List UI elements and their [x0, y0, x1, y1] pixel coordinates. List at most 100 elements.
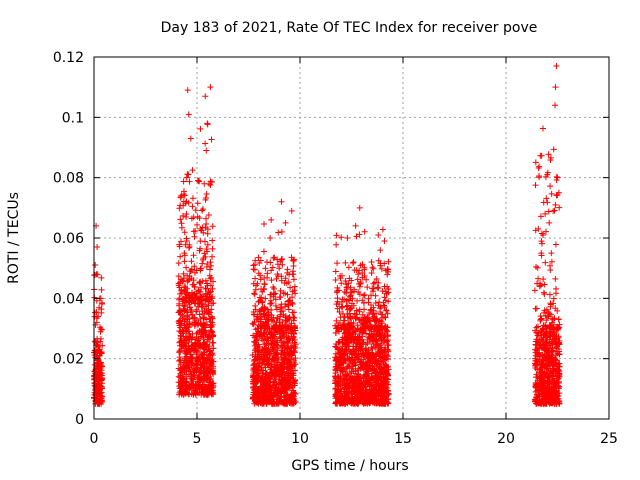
data-point — [188, 336, 195, 343]
data-point — [334, 260, 341, 267]
y-tick-label: 0.08 — [53, 171, 84, 187]
data-point — [185, 324, 192, 331]
data-point — [368, 259, 375, 266]
data-point — [188, 290, 195, 297]
data-point — [209, 245, 216, 252]
data-point — [262, 295, 269, 302]
data-point — [290, 314, 297, 321]
data-point — [184, 312, 191, 319]
data-point — [202, 327, 209, 334]
data-point — [200, 255, 207, 262]
data-point — [551, 207, 558, 214]
y-tick-label: 0 — [75, 412, 84, 428]
data-point — [540, 231, 547, 238]
data-point — [290, 378, 297, 385]
data-point — [546, 291, 553, 298]
y-tick-label: 0.06 — [53, 231, 84, 247]
data-point — [203, 384, 210, 391]
data-point — [196, 389, 203, 396]
data-point — [176, 241, 183, 248]
data-point — [93, 362, 100, 369]
data-point — [176, 205, 183, 212]
data-point — [186, 299, 193, 306]
data-point — [182, 379, 189, 386]
data-point — [199, 206, 206, 213]
data-point — [99, 363, 106, 370]
data-point — [268, 300, 275, 307]
data-point — [183, 174, 190, 181]
data-point — [190, 214, 197, 221]
data-point — [183, 290, 190, 297]
data-point — [209, 223, 216, 230]
data-point — [381, 238, 388, 245]
data-point — [177, 361, 184, 368]
data-point — [191, 283, 198, 290]
data-point — [268, 216, 275, 223]
data-point — [291, 314, 298, 321]
data-point — [535, 225, 542, 232]
data-point — [203, 305, 210, 312]
data-point — [209, 300, 216, 307]
data-point — [175, 260, 182, 267]
x-tick-label: 5 — [193, 431, 202, 447]
data-point — [175, 280, 182, 287]
data-point — [95, 313, 102, 320]
data-point — [205, 329, 212, 336]
data-point — [176, 308, 183, 315]
data-point — [200, 315, 207, 322]
data-point — [194, 200, 201, 207]
data-point — [290, 268, 297, 275]
data-point — [178, 378, 185, 385]
data-point — [540, 276, 547, 283]
data-point — [193, 308, 200, 315]
data-point — [279, 261, 286, 268]
data-point — [181, 302, 188, 309]
data-point — [195, 321, 202, 328]
data-point — [205, 212, 212, 219]
data-point — [360, 292, 367, 299]
data-point — [278, 198, 285, 205]
data-point — [177, 216, 184, 223]
data-point — [98, 400, 105, 407]
data-point — [181, 258, 188, 265]
data-point — [533, 374, 540, 381]
data-point — [207, 386, 214, 393]
data-point — [192, 207, 199, 214]
x-axis-title: GPS time / hours — [291, 458, 408, 474]
data-point — [203, 147, 210, 154]
data-point — [177, 374, 184, 381]
data-point — [552, 275, 559, 282]
data-point — [197, 288, 204, 295]
data-point — [533, 324, 540, 331]
data-point — [356, 204, 363, 211]
data-point — [180, 178, 187, 185]
data-point — [546, 219, 553, 226]
data-point — [181, 355, 188, 362]
data-point — [191, 263, 198, 270]
data-point — [177, 317, 184, 324]
data-point — [198, 284, 205, 291]
data-point — [175, 365, 182, 372]
data-point — [209, 293, 216, 300]
data-point — [384, 271, 391, 278]
data-point — [180, 305, 187, 312]
data-point — [385, 356, 392, 363]
data-point — [208, 323, 215, 330]
data-point — [92, 271, 99, 278]
data-point — [203, 391, 210, 398]
data-point — [259, 288, 266, 295]
data-point — [176, 296, 183, 303]
data-point — [97, 335, 104, 342]
data-point — [184, 272, 191, 279]
data-point — [203, 369, 210, 376]
data-point — [183, 335, 190, 342]
data-point — [196, 311, 203, 318]
data-point — [98, 274, 105, 281]
data-point — [98, 306, 105, 313]
data-point — [98, 286, 105, 293]
data-point — [189, 195, 196, 202]
data-point — [194, 348, 201, 355]
data-point — [355, 271, 362, 278]
data-point — [185, 111, 192, 118]
data-point — [375, 285, 382, 292]
